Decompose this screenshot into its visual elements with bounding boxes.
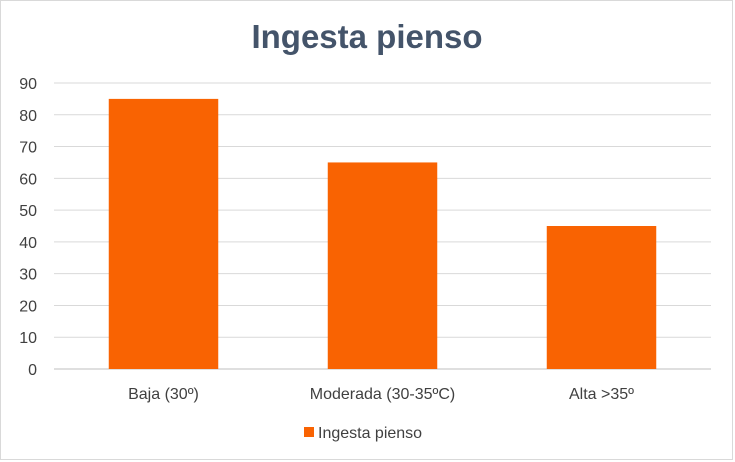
y-tick-label: 40 bbox=[19, 235, 37, 252]
y-tick-label: 60 bbox=[19, 171, 37, 188]
y-axis-ticks: 0 10 20 30 40 50 60 70 80 90 bbox=[19, 76, 37, 379]
x-axis-ticks: Baja (30º) Moderada (30-35ºC) Alta >35º bbox=[128, 386, 634, 403]
x-tick-label: Moderada (30-35ºC) bbox=[310, 386, 455, 403]
x-tick-label: Baja (30º) bbox=[128, 386, 199, 403]
y-tick-label: 30 bbox=[19, 267, 37, 284]
bar bbox=[546, 226, 657, 369]
legend: Ingesta pienso bbox=[304, 425, 422, 442]
bars bbox=[108, 98, 657, 369]
y-tick-label: 90 bbox=[19, 76, 37, 93]
y-tick-label: 70 bbox=[19, 140, 37, 157]
y-tick-label: 80 bbox=[19, 108, 37, 125]
y-tick-label: 50 bbox=[19, 203, 37, 220]
y-tick-label: 20 bbox=[19, 298, 37, 315]
legend-swatch bbox=[304, 427, 314, 437]
y-tick-label: 10 bbox=[19, 330, 37, 347]
legend-label: Ingesta pienso bbox=[318, 425, 422, 442]
bar bbox=[327, 162, 438, 369]
chart-title: Ingesta pienso bbox=[251, 18, 482, 55]
x-tick-label: Alta >35º bbox=[569, 386, 634, 403]
y-tick-label: 0 bbox=[28, 362, 37, 379]
bar bbox=[108, 98, 219, 369]
